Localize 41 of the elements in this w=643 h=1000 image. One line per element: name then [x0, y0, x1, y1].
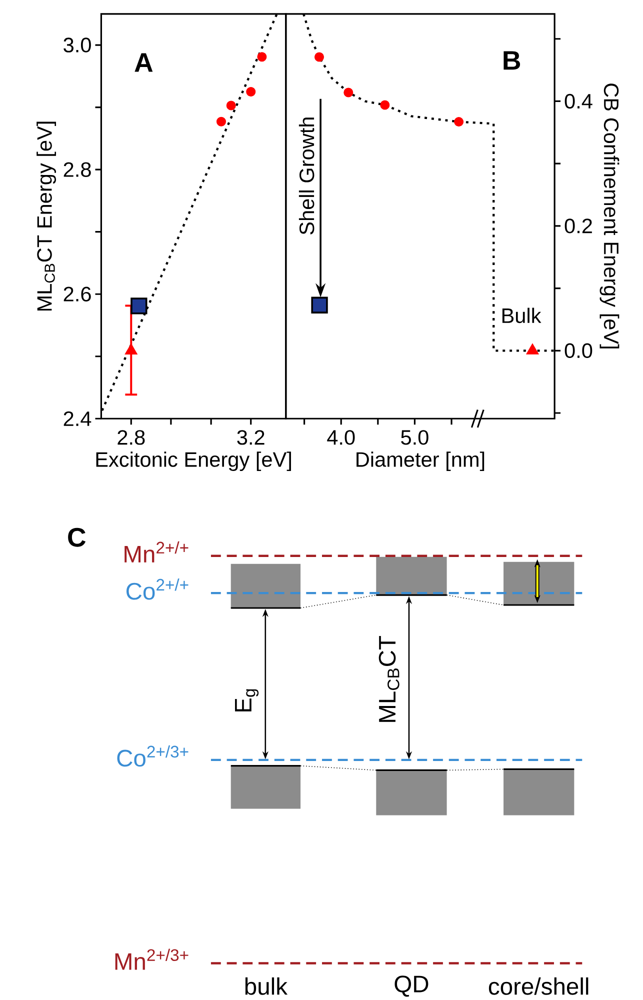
text: E$_{g}$ [235, 689, 259, 712]
x-tick-label: 3.2 [237, 430, 264, 445]
x-axis-title: Excitonic Energy [eV] [96, 452, 292, 472]
y-tick-label: 2.8 [64, 162, 91, 177]
point [311, 296, 328, 314]
text: Mn$^{2+/+}$ [124, 541, 188, 562]
category-label: QD [394, 976, 428, 997]
x-axis-title: Diameter [nm] [356, 452, 484, 472]
y-tick-label: 3.0 [64, 38, 92, 52]
y-axis-title: ML$_{CB}$CT Energy [eV] [36, 122, 56, 311]
annotation: Bulk [502, 308, 542, 324]
y2-tick-label: 0.0 [564, 343, 592, 358]
annotation: B [504, 51, 520, 70]
text: Co$^{2+/3+}$ [117, 745, 188, 767]
y-tick-label: 2.4 [64, 411, 92, 426]
point [344, 88, 354, 98]
annotation: Shell Growth [299, 118, 314, 234]
text: ML$_{CB}$CT [378, 636, 400, 722]
category-label: core/shell [489, 977, 588, 995]
point [216, 116, 226, 126]
text: Co$^{2+/+}$ [126, 578, 188, 600]
annotation: A [134, 53, 153, 72]
point [226, 100, 236, 110]
point [526, 343, 539, 354]
text: C [68, 528, 86, 547]
point [124, 344, 138, 355]
point [454, 117, 464, 127]
x-tick-label: 5.0 [401, 430, 428, 445]
point [314, 52, 324, 62]
text: Mn$^{2+/3+}$ [115, 948, 188, 970]
point [130, 298, 148, 314]
point [380, 100, 390, 110]
point [246, 86, 256, 97]
y2-tick-label: 0.2 [564, 218, 592, 234]
category-label: bulk [245, 977, 288, 995]
y-tick-label: 2.6 [64, 286, 91, 302]
y2-tick-label: 0.4 [564, 94, 592, 109]
x-tick-label: 2.8 [118, 430, 145, 445]
x-tick-label: 4.0 [327, 430, 355, 445]
point [257, 52, 267, 62]
y2-axis-title: CB Confinement Energy [eV] [600, 84, 620, 348]
